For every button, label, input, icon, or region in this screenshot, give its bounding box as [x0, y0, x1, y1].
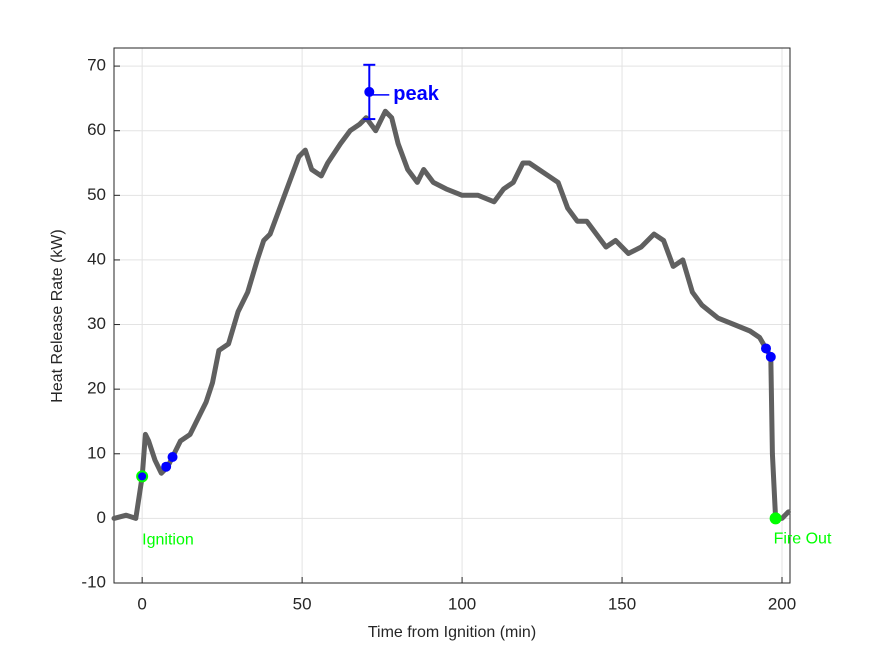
y-tick-label: 40 — [87, 249, 106, 268]
annotation: Ignition — [142, 532, 194, 549]
y-tick-label: -10 — [81, 572, 106, 591]
y-tick-label: 10 — [87, 443, 106, 462]
x-tick-label: 0 — [137, 594, 146, 613]
ignition-marker — [136, 470, 149, 483]
y-tick-label: 0 — [97, 508, 106, 527]
x-tick-label: 100 — [448, 594, 476, 613]
y-axis-label: Heat Release Rate (kW) — [49, 229, 66, 402]
x-tick-label: 200 — [768, 594, 796, 613]
annotation: peak — [393, 83, 439, 105]
plot-frame — [113, 47, 791, 584]
y-tick-label: 50 — [87, 185, 106, 204]
y-tick-label: 70 — [87, 56, 106, 75]
y-tick-label: 20 — [87, 379, 106, 398]
marker — [167, 452, 178, 463]
marker — [765, 351, 776, 362]
data-line — [111, 108, 791, 521]
x-axis-label: Time from Ignition (min) — [368, 624, 536, 641]
fire-out-marker — [769, 512, 782, 525]
x-tick-label: 150 — [608, 594, 636, 613]
marker — [161, 461, 172, 472]
marker — [761, 343, 772, 354]
x-tick-label: 50 — [293, 594, 312, 613]
y-tick-label: 60 — [87, 120, 106, 139]
y-tick-label: 30 — [87, 314, 106, 333]
plot-area — [114, 48, 790, 583]
annotation: Fire Out — [774, 531, 832, 548]
